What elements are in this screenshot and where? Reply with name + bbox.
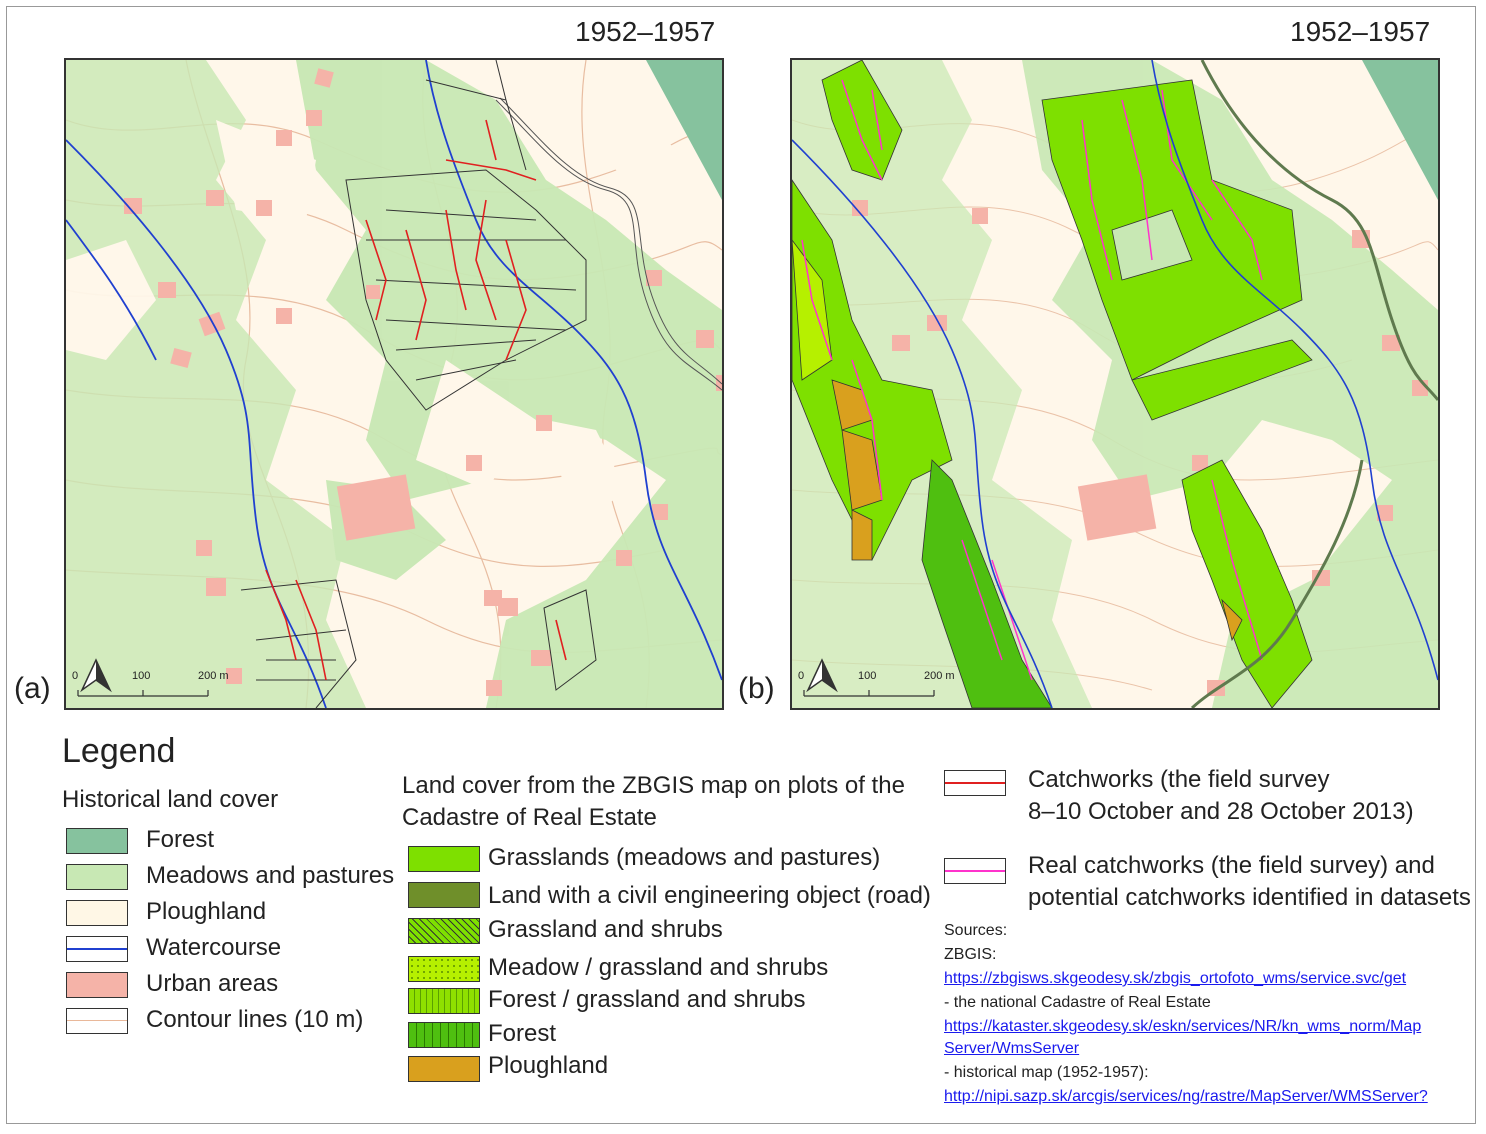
legend-grasslands: Grasslands (meadows and pastures) xyxy=(488,844,881,871)
sources-cadastre-label: - the national Cadastre of Real Estate xyxy=(944,994,1211,1011)
sources-heading: Sources: xyxy=(944,922,1008,939)
swatch-grassland-shrubs xyxy=(408,918,480,944)
legend-title: Legend xyxy=(62,732,176,770)
historical-heading: Historical land cover xyxy=(62,786,279,813)
swatch-meadows xyxy=(66,864,128,890)
zbgis-heading-2: Cadastre of Real Estate xyxy=(402,804,657,831)
swatch-zbgis-ploughland xyxy=(408,1056,480,1082)
legend-forest-shrubs: Forest / grassland and shrubs xyxy=(488,986,806,1013)
swatch-urban xyxy=(66,972,128,998)
panel-b-label: (b) xyxy=(738,672,775,705)
legend-meadow-shrubs: Meadow / grassland and shrubs xyxy=(488,954,829,981)
swatch-real-catchworks xyxy=(944,858,1006,884)
legend-road: Land with a civil engineering object (ro… xyxy=(488,882,931,909)
legend-meadows: Meadows and pastures xyxy=(146,862,395,889)
figure-frame xyxy=(6,6,1476,1124)
map-panel-a[interactable]: 0 100 200 m xyxy=(64,58,724,710)
sources-zbgis-link[interactable]: https://zbgisws.skgeodesy.sk/zbgis_ortof… xyxy=(944,970,1407,987)
zbgis-heading-1: Land cover from the ZBGIS map on plots o… xyxy=(402,772,905,799)
swatch-forest-shrubs xyxy=(408,988,480,1014)
legend-real-catchworks-1: Real catchworks (the field survey) and xyxy=(1028,852,1435,879)
scale-tick-100: 100 xyxy=(858,670,877,682)
legend-real-catchworks-2: potential catchworks identified in datas… xyxy=(1028,884,1471,911)
swatch-ploughland xyxy=(66,900,128,926)
legend-catchworks-1: Catchworks (the field survey xyxy=(1028,766,1330,793)
legend-ploughland: Ploughland xyxy=(146,898,267,925)
legend-catchworks-2: 8–10 October and 28 October 2013) xyxy=(1028,798,1414,825)
swatch-watercourse xyxy=(66,936,128,962)
sources-cadastre-link-1[interactable]: https://kataster.skgeodesy.sk/eskn/servi… xyxy=(944,1018,1422,1035)
sources-historical-link[interactable]: http://nipi.sazp.sk/arcgis/services/ng/r… xyxy=(944,1088,1428,1105)
swatch-contour xyxy=(66,1008,128,1034)
swatch-grasslands xyxy=(408,846,480,872)
map-panel-b[interactable]: 0 100 200 m xyxy=(790,58,1440,710)
legend-zbgis-ploughland: Ploughland xyxy=(488,1052,609,1079)
swatch-forest xyxy=(66,828,128,854)
scale-tick-0: 0 xyxy=(72,670,79,682)
legend-urban: Urban areas xyxy=(146,970,279,997)
legend-forest: Forest xyxy=(146,826,215,853)
legend-grassland-shrubs: Grassland and shrubs xyxy=(488,916,723,943)
panel-a-title: 1952–1957 xyxy=(575,16,716,47)
panel-b-title: 1952–1957 xyxy=(1290,16,1431,47)
legend-zbgis-forest: Forest xyxy=(488,1020,557,1047)
scale-tick-0: 0 xyxy=(798,670,805,682)
swatch-catchworks xyxy=(944,770,1006,796)
scale-tick-100: 100 xyxy=(132,670,151,682)
swatch-zbgis-forest xyxy=(408,1022,480,1048)
scale-tick-200: 200 m xyxy=(198,670,229,682)
sources-historical-label: - historical map (1952-1957): xyxy=(944,1064,1149,1081)
sources-zbgis-label: ZBGIS: xyxy=(944,946,997,963)
panel-a-label: (a) xyxy=(14,672,51,705)
legend-contour: Contour lines (10 m) xyxy=(146,1006,364,1033)
north-arrow-icon xyxy=(80,658,112,693)
legend-watercourse: Watercourse xyxy=(146,934,282,961)
swatch-road xyxy=(408,882,480,908)
scale-tick-200: 200 m xyxy=(924,670,955,682)
sources-cadastre-link-2[interactable]: Server/WmsServer xyxy=(944,1040,1080,1057)
swatch-meadow-shrubs xyxy=(408,956,480,982)
